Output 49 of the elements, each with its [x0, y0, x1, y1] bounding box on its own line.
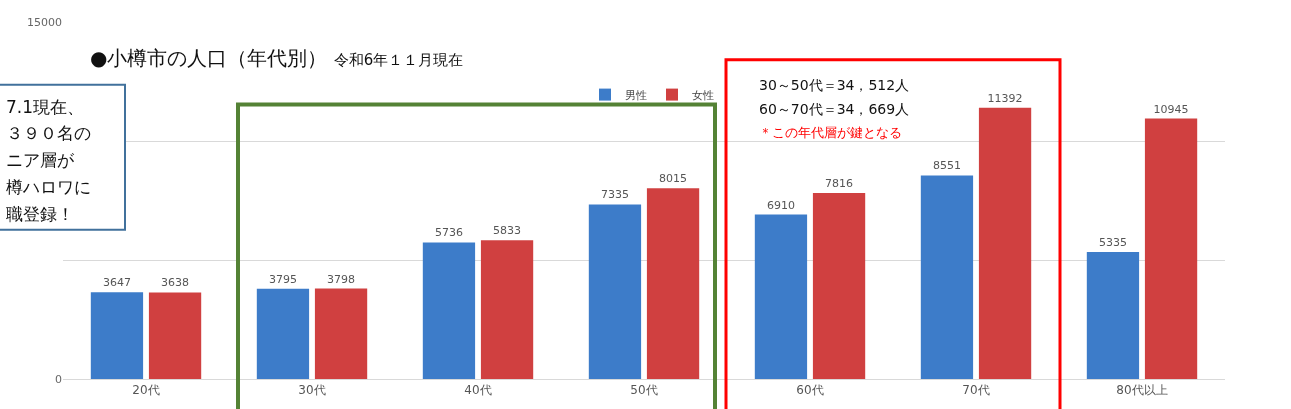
data-label: 8015	[659, 172, 688, 186]
data-label: 3795	[268, 272, 297, 286]
bar	[646, 188, 700, 379]
x-tick-label: 70代	[962, 383, 990, 398]
bar	[314, 288, 368, 379]
bar	[978, 107, 1032, 379]
x-tick-label: 30代	[298, 383, 326, 398]
data-label: 8551	[932, 159, 961, 173]
bar	[480, 240, 534, 379]
x-tick-label: 40代	[464, 383, 492, 398]
bar	[812, 192, 866, 379]
x-tick-label: 50代	[630, 383, 658, 398]
y-tick-label: 0	[55, 372, 62, 386]
y-tick-label: 15000	[27, 15, 62, 29]
data-label: 3647	[102, 276, 131, 290]
text: 令和6年１１月現在	[333, 50, 464, 69]
legend-label: 男性	[625, 88, 647, 102]
data-label: 11392	[987, 91, 1023, 105]
x-tick-label: 80代以上	[1116, 383, 1168, 398]
x-tick-label: 20代	[132, 383, 160, 398]
data-label: 5736	[434, 226, 463, 240]
data-label: 7816	[825, 176, 854, 190]
annotation: 樽ハロワに	[6, 177, 91, 197]
annotation: 7.1現在、	[6, 97, 85, 117]
annotation: 30～50代＝34，512人	[759, 77, 910, 93]
bar	[422, 242, 476, 379]
annotation: ＊この年代層が鍵となる	[759, 125, 902, 140]
x-tick-label: 60代	[796, 383, 824, 398]
bar	[256, 288, 310, 379]
bar	[90, 292, 144, 379]
bar	[920, 175, 974, 379]
annotation: 60～70代＝34，669人	[759, 101, 910, 117]
data-label: 3638	[161, 276, 190, 290]
bar	[754, 214, 808, 379]
annotation: ニア層が	[6, 150, 75, 170]
annotation: 職登録！	[6, 204, 74, 224]
data-label: 3798	[327, 272, 356, 286]
data-label: 6910	[766, 198, 795, 212]
bar	[148, 292, 202, 379]
bar	[588, 204, 642, 379]
text: ●小樽市の人口（年代別）	[90, 45, 328, 70]
data-label: 5833	[493, 224, 522, 238]
annotation: ３９０名の	[6, 123, 91, 143]
data-label: 10945	[1153, 102, 1189, 116]
bar	[1086, 252, 1140, 379]
legend-label: 女性	[692, 88, 714, 102]
data-label: 7335	[600, 188, 629, 202]
data-label: 5335	[1098, 236, 1127, 250]
bar	[1144, 118, 1198, 379]
